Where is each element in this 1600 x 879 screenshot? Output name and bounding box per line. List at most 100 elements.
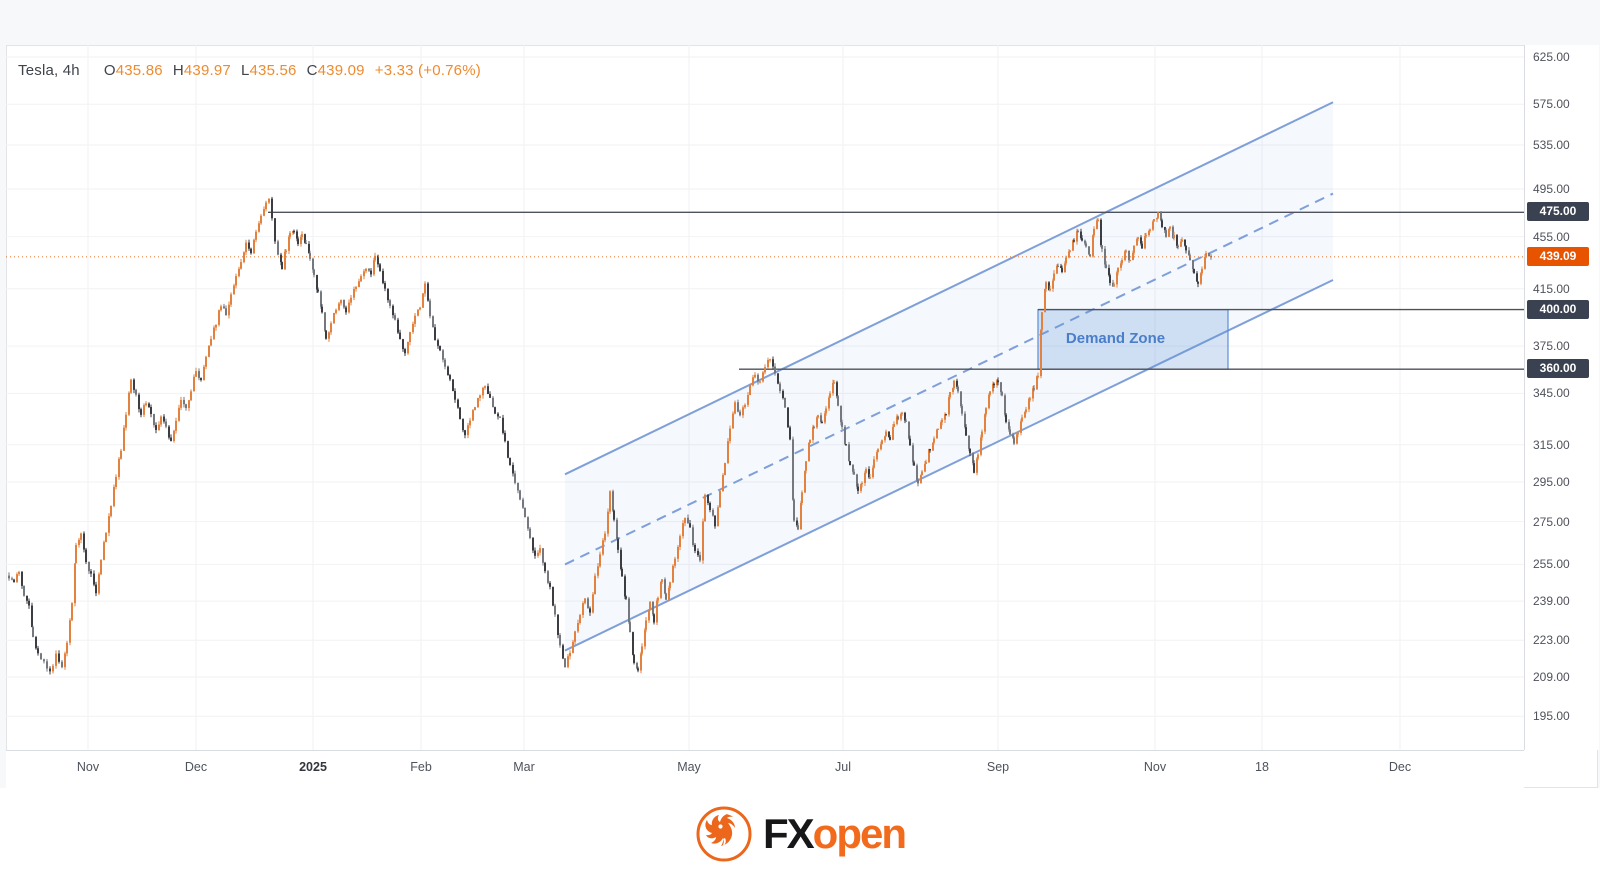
- candle-body: [800, 502, 802, 530]
- price-tick-label: 255.00: [1533, 557, 1570, 572]
- candle-body: [908, 421, 910, 439]
- candle-body: [313, 269, 315, 275]
- candle-body: [941, 419, 943, 423]
- candle-body: [514, 473, 516, 483]
- candle-body: [944, 414, 946, 420]
- candle-body: [682, 523, 684, 537]
- candle-body: [183, 399, 185, 405]
- candle-body: [198, 371, 200, 378]
- candle-body: [562, 645, 564, 659]
- candle-body: [238, 268, 240, 277]
- candle-body: [752, 377, 754, 386]
- candle-body: [772, 359, 774, 367]
- candle-body: [996, 380, 998, 386]
- candle-body: [1120, 263, 1122, 268]
- time-tick-label: Mar: [513, 760, 535, 774]
- candle-body: [335, 309, 337, 313]
- time-axis[interactable]: Nov Dec 2025 Feb Mar May Jul Sep Nov 18 Dec: [6, 750, 1524, 788]
- candle-body: [1004, 395, 1006, 415]
- candle-body: [816, 417, 818, 428]
- candle-body: [1077, 231, 1079, 233]
- candle-body: [424, 283, 426, 294]
- candle-body: [997, 380, 999, 383]
- candle-body: [419, 307, 421, 310]
- candle-body: [747, 395, 749, 405]
- candle-body: [617, 539, 619, 550]
- candle-body: [61, 661, 63, 668]
- candle-body: [75, 545, 77, 564]
- candle-body: [857, 486, 859, 491]
- candle-body: [985, 408, 987, 415]
- high-value: 439.97: [183, 62, 231, 79]
- candle-body: [360, 276, 362, 282]
- last-price-badge: 439.09: [1527, 246, 1589, 266]
- candle-body: [645, 620, 647, 630]
- candle-body: [205, 356, 207, 367]
- candle-body: [724, 462, 726, 476]
- candle-body: [872, 467, 874, 478]
- candle-body: [115, 477, 117, 487]
- candle-body: [774, 366, 776, 374]
- candle-body: [345, 307, 347, 313]
- candle-body: [340, 299, 342, 304]
- candle-body: [170, 437, 172, 441]
- candle-body: [597, 566, 599, 576]
- candle-body: [653, 614, 655, 623]
- candle-body: [18, 571, 20, 575]
- candle-body: [325, 330, 327, 339]
- candle-body: [1141, 243, 1143, 249]
- candle-body: [921, 471, 923, 476]
- candle-body: [281, 262, 283, 270]
- candle-body: [512, 464, 514, 474]
- candle-body: [305, 242, 307, 245]
- candle-body: [992, 383, 994, 392]
- candle-body: [218, 310, 220, 325]
- candle-body: [138, 394, 140, 410]
- candle-body: [559, 635, 561, 646]
- candle-body: [402, 339, 404, 350]
- candle-body: [684, 517, 686, 524]
- candle-body: [1193, 269, 1195, 274]
- candle-body: [836, 382, 838, 397]
- candle-body: [1184, 239, 1186, 246]
- candle-body: [897, 416, 899, 420]
- candle-body: [88, 562, 90, 572]
- price-tick-label: 295.00: [1533, 474, 1570, 489]
- candle-body: [454, 391, 456, 400]
- candle-body: [1060, 266, 1062, 268]
- candle-body: [504, 432, 506, 442]
- candle-body: [824, 413, 826, 423]
- candle-body: [462, 419, 464, 431]
- candle-body: [1037, 376, 1039, 378]
- candle-body: [924, 463, 926, 472]
- candle-body: [333, 312, 335, 324]
- candle-body: [694, 544, 696, 551]
- candle-body: [1053, 273, 1055, 281]
- candle-body: [300, 237, 302, 245]
- candle-body: [589, 608, 591, 613]
- candle-body: [837, 396, 839, 406]
- candle-body: [220, 306, 222, 311]
- candle-body: [1001, 392, 1003, 396]
- candle-body: [832, 382, 834, 394]
- candle-body: [729, 428, 731, 442]
- demand-zone-rect: [1037, 308, 1229, 370]
- candle-body: [312, 258, 314, 270]
- candle-body: [582, 603, 584, 615]
- candle-body: [309, 252, 311, 259]
- demand-zone-label: Demand Zone: [1065, 330, 1166, 348]
- candle-body: [889, 437, 891, 440]
- candle-body: [609, 491, 611, 512]
- time-tick-label: Dec: [1388, 760, 1412, 774]
- candle-body: [961, 406, 963, 414]
- candle-body: [1137, 237, 1139, 240]
- candle-body: [200, 377, 202, 381]
- candle-body: [1040, 329, 1042, 377]
- price-axis[interactable]: 625.00 575.00 535.00 495.00 455.00 415.00 375.…: [1524, 45, 1599, 750]
- candle-body: [844, 426, 846, 445]
- candle-body: [664, 579, 666, 594]
- candle-body: [964, 413, 966, 428]
- candle-body: [762, 372, 764, 382]
- candle-body: [692, 527, 694, 545]
